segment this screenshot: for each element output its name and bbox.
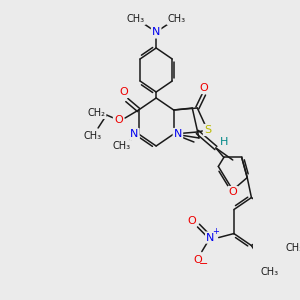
Text: CH₃: CH₃	[285, 243, 300, 253]
Text: N: N	[206, 232, 214, 243]
Text: N: N	[130, 129, 139, 139]
Text: O: O	[119, 87, 128, 97]
Text: N: N	[174, 129, 182, 139]
Text: CH₃: CH₃	[127, 14, 145, 24]
Text: O: O	[187, 216, 196, 226]
Text: +: +	[212, 227, 219, 236]
Text: O: O	[228, 187, 237, 197]
Text: −: −	[199, 259, 208, 269]
Text: N: N	[152, 27, 160, 37]
Text: CH₂: CH₂	[87, 108, 105, 118]
Text: CH₃: CH₃	[167, 14, 185, 24]
Text: O: O	[200, 83, 208, 93]
Text: O: O	[193, 255, 202, 265]
Text: S: S	[204, 125, 211, 135]
Text: O: O	[114, 115, 123, 125]
Text: CH₃: CH₃	[261, 267, 279, 277]
Text: CH₃: CH₃	[113, 141, 131, 151]
Text: H: H	[220, 137, 229, 147]
Text: CH₃: CH₃	[84, 131, 102, 141]
